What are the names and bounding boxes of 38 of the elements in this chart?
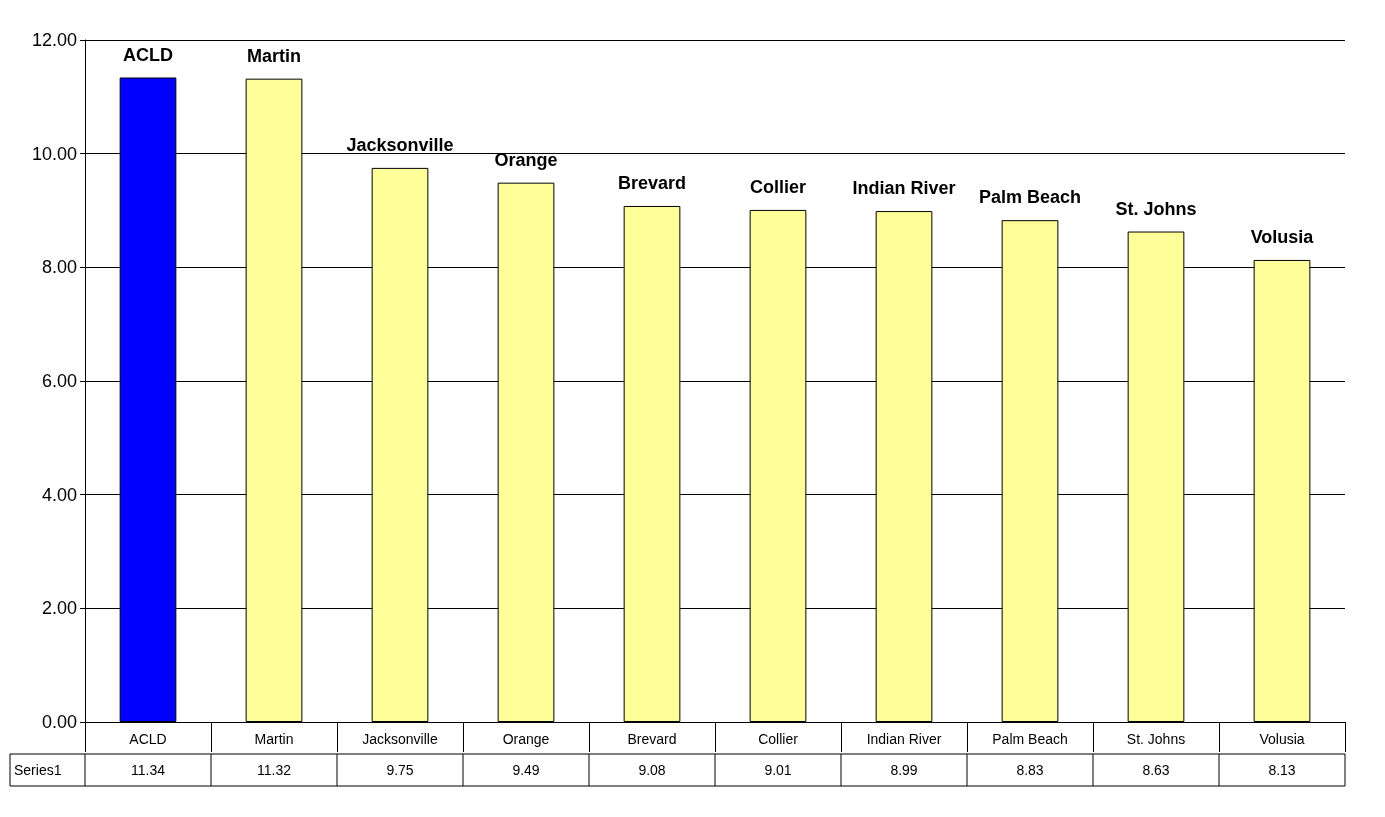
category-label: Martin	[247, 45, 301, 66]
data-label: 8.83	[1016, 762, 1044, 778]
y-tick-label: 12.00	[31, 30, 77, 50]
y-tick-label: 6.00	[41, 371, 77, 391]
data-label: 11.32	[257, 762, 292, 778]
x-tick-label: Orange	[502, 731, 550, 747]
category-label: Volusia	[1250, 226, 1314, 247]
x-tick-label: Indian River	[866, 731, 942, 747]
data-label: 8.99	[890, 762, 918, 778]
x-tick-label: Volusia	[1259, 731, 1305, 747]
data-label: 9.75	[386, 762, 414, 778]
category-label: ACLD	[123, 44, 173, 65]
data-label: 11.34	[131, 762, 166, 778]
data-label: 8.63	[1142, 762, 1170, 778]
category-label: Palm Beach	[978, 187, 1082, 208]
legend-label: Series1	[14, 762, 62, 778]
y-tick-label: 10.00	[31, 143, 77, 164]
y-tick-label: 4.00	[41, 484, 77, 505]
data-label: 8.13	[1268, 762, 1296, 778]
x-tick-label: Jacksonville	[362, 731, 438, 747]
data-label: 9.49	[512, 762, 540, 778]
category-label: Collier	[749, 176, 807, 197]
x-tick-label: ACLD	[129, 731, 167, 747]
y-tick-label: 8.00	[41, 257, 77, 278]
y-tick-label: 0.00	[41, 712, 77, 732]
category-label: Orange	[494, 149, 558, 170]
category-label: Jacksonville	[346, 134, 454, 155]
x-tick-label: Brevard	[627, 731, 677, 747]
data-label: 9.01	[764, 762, 792, 778]
data-label: 9.08	[638, 762, 666, 778]
y-tick-label: 2.00	[41, 598, 77, 619]
x-tick-label: Collier	[758, 731, 799, 747]
category-label: Indian River	[852, 178, 956, 199]
x-tick-label: Martin	[254, 731, 294, 747]
category-label: Brevard	[617, 172, 687, 193]
x-tick-label: St. Johns	[1126, 731, 1186, 747]
category-label: St. Johns	[1115, 198, 1197, 219]
x-tick-label: Palm Beach	[992, 731, 1068, 747]
